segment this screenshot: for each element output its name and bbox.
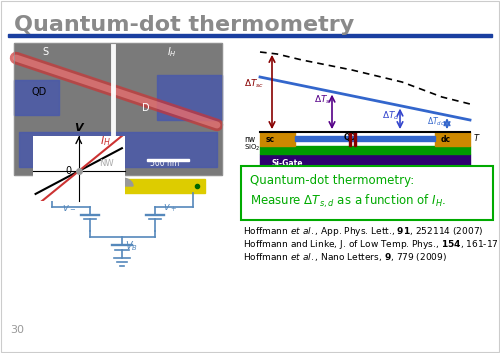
Bar	[14, 43, 222, 175]
Text: 0: 0	[66, 166, 72, 176]
FancyBboxPatch shape	[241, 166, 493, 220]
Text: $V_B$: $V_B$	[125, 239, 138, 253]
Bar	[260, 146, 470, 154]
Text: $\Delta T_{sc}$: $\Delta T_{sc}$	[244, 78, 264, 90]
Text: nw: nw	[244, 135, 255, 144]
Text: Hoffmann $et\ al.$, Nano Letters, $\mathbf{9}$, 779 (2009): Hoffmann $et\ al.$, Nano Letters, $\math…	[243, 251, 447, 263]
Text: 30: 30	[10, 325, 24, 335]
Text: $\Delta T_{s}$: $\Delta T_{s}$	[314, 93, 331, 106]
Bar	[295, 136, 435, 141]
Bar	[8, 34, 492, 37]
Text: D: D	[142, 103, 150, 113]
Text: QD: QD	[344, 133, 356, 142]
Text: 500 nm: 500 nm	[150, 159, 179, 168]
Bar	[147, 158, 189, 161]
Bar	[354, 132, 356, 146]
Text: Si-Gate: Si-Gate	[272, 159, 304, 168]
Text: QD: QD	[32, 87, 47, 97]
Text: V: V	[74, 123, 83, 133]
Bar	[157, 75, 222, 120]
Bar	[435, 132, 470, 146]
Bar	[40, 179, 205, 193]
Text: T: T	[474, 134, 479, 143]
Bar	[14, 80, 59, 115]
Text: $\Delta T_{dc}$: $\Delta T_{dc}$	[427, 115, 445, 127]
Bar	[14, 43, 222, 175]
Text: S: S	[42, 47, 48, 57]
Bar	[349, 132, 351, 146]
Polygon shape	[111, 178, 133, 186]
Text: sc: sc	[266, 135, 275, 144]
Text: $v_+$: $v_+$	[163, 202, 177, 214]
Text: NW: NW	[99, 158, 114, 168]
Text: $\Delta T_{d}$: $\Delta T_{d}$	[382, 109, 400, 121]
Bar	[260, 132, 295, 146]
Text: Hoffmann $et\ al.$, App. Phys. Lett., $\mathbf{91}$, 252114 (2007): Hoffmann $et\ al.$, App. Phys. Lett., $\…	[243, 225, 484, 238]
Text: Quantum-dot thermometry: Quantum-dot thermometry	[14, 15, 354, 35]
Text: $v_-$: $v_-$	[62, 202, 76, 212]
Text: $I_H$: $I_H$	[100, 135, 111, 149]
Text: $I_H$: $I_H$	[167, 45, 177, 59]
Text: Quantum-dot thermometry:: Quantum-dot thermometry:	[250, 174, 414, 187]
Bar	[260, 154, 470, 170]
Text: Hoffmann and Linke, J. of Low Temp. Phys., $\mathbf{154}$, 161-171 (2009): Hoffmann and Linke, J. of Low Temp. Phys…	[243, 238, 500, 251]
Text: SiO$_2$: SiO$_2$	[244, 143, 260, 153]
Text: dc: dc	[441, 135, 451, 144]
Text: Measure $\Delta T_{s,d}$ as a function of $I_H$.: Measure $\Delta T_{s,d}$ as a function o…	[250, 193, 446, 210]
Bar	[19, 132, 217, 167]
